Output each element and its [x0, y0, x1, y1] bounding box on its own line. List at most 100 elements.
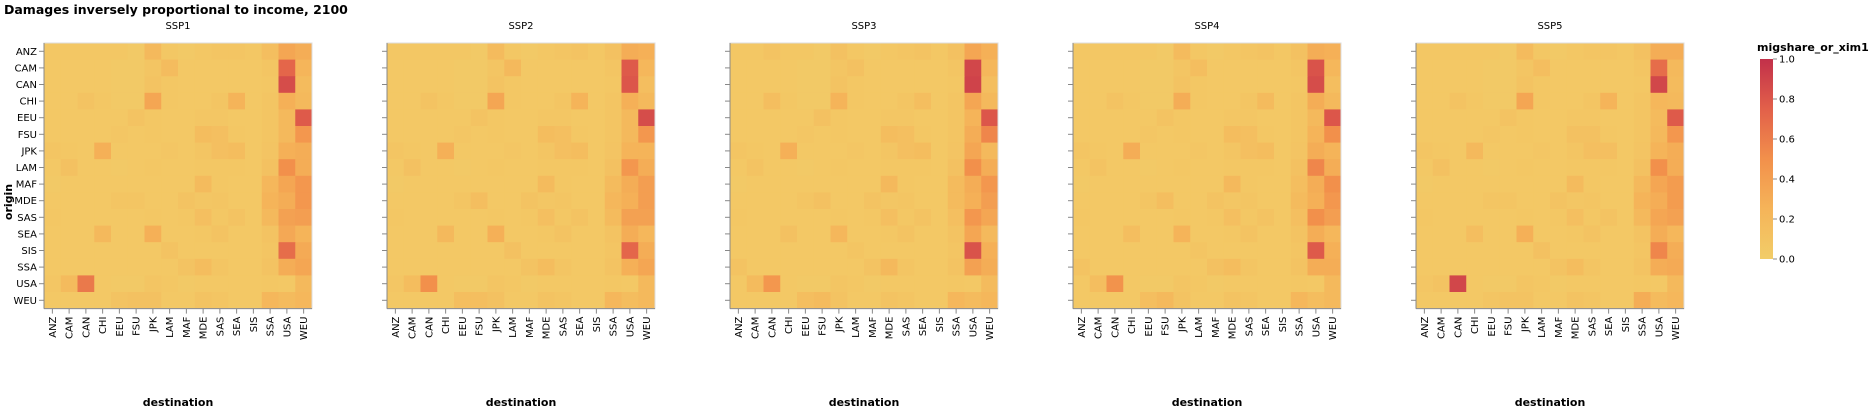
- heatmap-cell: [278, 92, 296, 110]
- heatmap-cell: [1650, 192, 1668, 210]
- heatmap-cell: [1324, 192, 1342, 210]
- heatmap-cell: [830, 242, 848, 260]
- heatmap-cell: [537, 175, 555, 193]
- heatmap-cell: [1667, 209, 1685, 226]
- heatmap-cell: [931, 43, 949, 60]
- heatmap-cell: [746, 275, 764, 293]
- heatmap-cell: [1600, 76, 1618, 94]
- heatmap-cell: [228, 142, 246, 160]
- heatmap-cell: [537, 59, 555, 77]
- heatmap-cell: [194, 258, 212, 276]
- heatmap-cell: [211, 242, 229, 260]
- heatmap-cell: [194, 109, 212, 127]
- heatmap-cell: [261, 275, 279, 293]
- heatmap-cell: [1432, 126, 1450, 143]
- heatmap-cell: [1290, 225, 1308, 243]
- y-tick-label: EEU: [17, 113, 37, 124]
- heatmap-cell: [144, 242, 162, 260]
- heatmap-cell: [94, 175, 112, 193]
- heatmap-cell: [1483, 225, 1501, 243]
- heatmap-cell: [1516, 292, 1534, 309]
- y-tick-label: SEA: [17, 229, 37, 240]
- heatmap-cell: [864, 175, 882, 193]
- heatmap-cell: [964, 142, 982, 160]
- heatmap-cell: [830, 225, 848, 243]
- heatmap-cell: [454, 209, 472, 226]
- heatmap-cell: [571, 175, 589, 193]
- x-tick-label: MAF: [868, 316, 879, 337]
- x-tick-label: MDE: [1228, 317, 1239, 340]
- heatmap-cell: [1207, 43, 1225, 60]
- heatmap-cell: [830, 76, 848, 94]
- heatmap-cell: [1550, 92, 1568, 110]
- heatmap-cell: [847, 192, 865, 210]
- heatmap-cell: [914, 175, 932, 193]
- heatmap-cell: [295, 275, 313, 293]
- heatmap-cell: [521, 92, 539, 110]
- heatmap-cell: [638, 292, 656, 309]
- heatmap-cell: [1499, 275, 1517, 293]
- heatmap-cell: [521, 192, 539, 210]
- heatmap-cell: [1449, 92, 1467, 110]
- heatmap-cell: [1483, 209, 1501, 226]
- x-tick-label: EEU: [115, 317, 126, 337]
- heatmap-cell: [763, 192, 781, 210]
- heatmap-cell: [1516, 192, 1534, 210]
- heatmap-cell: [1600, 159, 1618, 177]
- heatmap-cell: [487, 242, 505, 260]
- heatmap-cell: [1533, 292, 1551, 309]
- heatmap-cell: [1307, 292, 1325, 309]
- heatmap-cell: [77, 209, 95, 226]
- heatmap-cell: [1156, 142, 1174, 160]
- heatmap-cell: [1583, 175, 1601, 193]
- heatmap-cell: [537, 292, 555, 309]
- heatmap-cell: [295, 142, 313, 160]
- heatmap-cell: [830, 109, 848, 127]
- heatmap-cell: [847, 209, 865, 226]
- heatmap-cell: [295, 159, 313, 177]
- legend-tick-label: 0.4: [1779, 175, 1795, 186]
- heatmap-cell: [504, 43, 522, 60]
- heatmap-cell: [403, 175, 421, 193]
- heatmap-cell: [880, 209, 898, 226]
- heatmap-cell: [1123, 159, 1141, 177]
- heatmap-cell: [387, 142, 405, 160]
- heatmap-cell: [1533, 258, 1551, 276]
- heatmap-cell: [504, 159, 522, 177]
- heatmap-cell: [1156, 59, 1174, 77]
- heatmap-cell: [1466, 192, 1484, 210]
- heatmap-cell: [437, 159, 455, 177]
- x-tick-label: CHI: [441, 317, 452, 334]
- heatmap-cell: [914, 142, 932, 160]
- heatmap-cell: [1499, 292, 1517, 309]
- heatmap-cell: [964, 159, 982, 177]
- heatmap-cell: [931, 292, 949, 309]
- heatmap-cell: [964, 126, 982, 143]
- heatmap-cell: [1516, 92, 1534, 110]
- heatmap-cell: [1432, 159, 1450, 177]
- heatmap-cell: [1089, 92, 1107, 110]
- x-tick-label: LAM: [508, 317, 519, 338]
- heatmap-cell: [1156, 109, 1174, 127]
- heatmap-cell: [178, 126, 196, 143]
- heatmap-cell: [931, 175, 949, 193]
- heatmap-cell: [1583, 292, 1601, 309]
- heatmap-cell: [454, 142, 472, 160]
- heatmap-cell: [1089, 275, 1107, 293]
- x-tick-label: LAM: [165, 317, 176, 338]
- heatmap-cell: [1633, 292, 1651, 309]
- heatmap-cell: [763, 142, 781, 160]
- heatmap-cell: [880, 192, 898, 210]
- heatmap-cell: [1223, 258, 1241, 276]
- heatmap-cell: [780, 225, 798, 243]
- heatmap-cell: [1483, 142, 1501, 160]
- heatmap-cell: [487, 43, 505, 60]
- heatmap-cell: [1223, 59, 1241, 77]
- heatmap-cell: [1307, 192, 1325, 210]
- heatmap-cell: [746, 126, 764, 143]
- heatmap-cell: [1156, 159, 1174, 177]
- heatmap-cell: [77, 109, 95, 127]
- heatmap-cell: [813, 242, 831, 260]
- heatmap-cell: [638, 126, 656, 143]
- heatmap-cell: [161, 175, 179, 193]
